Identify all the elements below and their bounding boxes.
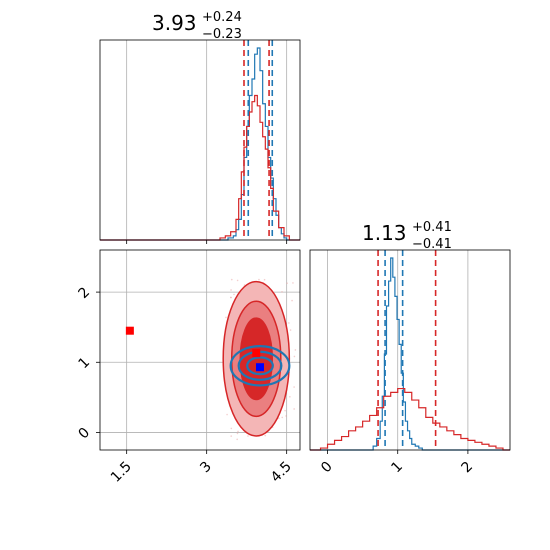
- y-tick-label: 1: [76, 355, 94, 373]
- scatter-point: [230, 435, 233, 437]
- scatter-point: [263, 278, 266, 281]
- scatter-point: [291, 299, 293, 302]
- red-square-marker: [252, 349, 261, 358]
- title-plus: +0.41: [412, 220, 452, 235]
- scatter-point: [264, 434, 267, 437]
- title-plus: +0.24: [202, 10, 242, 25]
- scatter-point: [284, 409, 286, 412]
- histogram-series-red: [310, 387, 510, 451]
- scatter-point: [293, 408, 295, 410]
- x-tick-label: 2: [459, 459, 477, 477]
- scatter-point: [285, 415, 287, 417]
- scatter-point: [289, 329, 292, 331]
- y-tick-label: 2: [76, 284, 94, 302]
- blue-contour-level-1: [229, 345, 291, 387]
- title-minus: −0.23: [202, 27, 242, 42]
- scatter-point: [230, 427, 233, 430]
- bottom-left-frame: [99, 249, 301, 451]
- scatter-point: [226, 413, 228, 416]
- scatter-point: [258, 278, 260, 281]
- title-minus: −0.41: [412, 237, 452, 252]
- scatter-point: [230, 296, 232, 299]
- panel-title: 3.93: [152, 11, 197, 35]
- scatter-point: [281, 416, 284, 419]
- histogram-series-blue: [310, 257, 510, 451]
- scatter-point: [288, 322, 290, 324]
- x-tick-label: 0: [318, 459, 336, 477]
- scatter-point: [247, 435, 249, 437]
- scatter-point: [236, 432, 239, 435]
- scatter-point: [289, 395, 291, 398]
- blue-square-marker: [256, 363, 264, 372]
- bottom-right-frame: [309, 249, 511, 451]
- scatter-point: [236, 279, 239, 282]
- x-tick-label: 1: [388, 459, 406, 477]
- scatter-point: [293, 386, 295, 388]
- x-tick-label: 1.5: [108, 459, 135, 486]
- scatter-point: [230, 278, 233, 281]
- scatter-point: [292, 282, 294, 284]
- scatter-point: [293, 355, 296, 358]
- scatter-point: [281, 291, 283, 293]
- histogram-series-red: [100, 94, 300, 241]
- scatter-point: [237, 430, 239, 433]
- x-tick-label: 3: [197, 459, 215, 477]
- top-left-frame: [99, 39, 301, 241]
- blue-contour-level-3: [246, 356, 274, 376]
- scatter-point: [225, 316, 227, 319]
- x-tick-label: 4.5: [268, 459, 295, 486]
- histogram-series-blue: [100, 47, 300, 241]
- scatter-point: [286, 282, 288, 284]
- scatter-point: [230, 289, 232, 291]
- scatter-point: [236, 438, 238, 441]
- red-square-marker: [125, 326, 134, 335]
- scatter-point: [233, 293, 235, 296]
- panel-title: 1.13: [362, 221, 407, 245]
- scatter-point: [294, 349, 297, 351]
- y-tick-label: 0: [76, 425, 94, 443]
